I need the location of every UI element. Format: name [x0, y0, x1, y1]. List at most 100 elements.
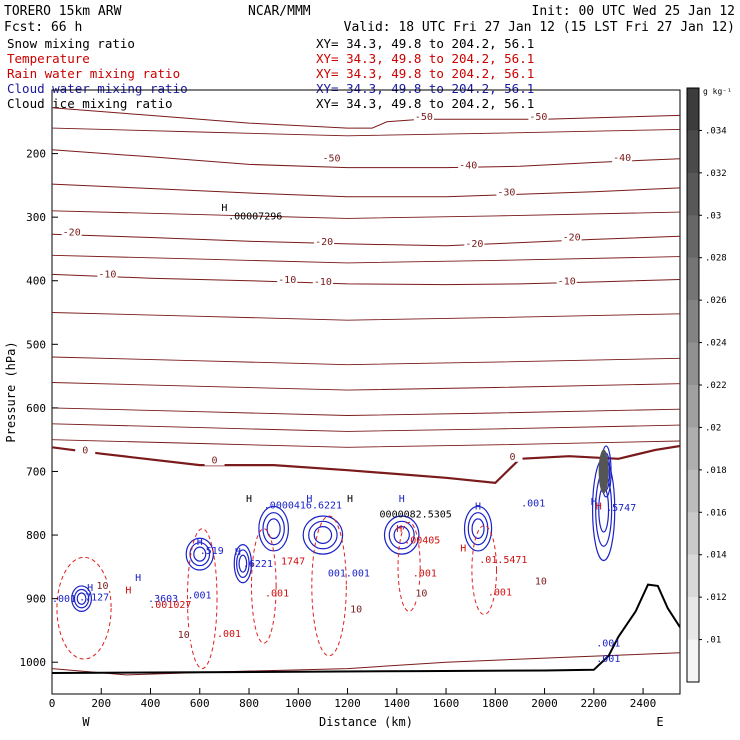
temperature-label: 10	[96, 581, 108, 592]
rain-label: .001	[488, 587, 512, 598]
colorbar-cell	[687, 554, 699, 598]
x-tick-label: 2000	[531, 697, 558, 710]
temperature-label-bg	[97, 268, 118, 280]
colorbar-unit: g kg⁻¹	[703, 87, 732, 96]
cloud-water-contour	[383, 515, 420, 555]
temperature-label: 10	[350, 604, 362, 615]
cloud-water-label: .7127	[79, 593, 109, 604]
temperature-label-bg	[346, 603, 367, 615]
temperature-label-bg	[61, 226, 82, 238]
rain-label: .001	[413, 568, 437, 579]
temperature-label-bg	[411, 587, 432, 599]
cloud-water-contour	[189, 542, 211, 567]
high-marker: H	[246, 494, 252, 505]
rain-label: .001	[265, 589, 289, 600]
colorbar-tick-label: .03	[705, 211, 721, 221]
temperature-isotherm	[52, 423, 680, 432]
temperature-label: -50	[322, 154, 340, 165]
rain-contour	[56, 556, 112, 660]
y-tick-label: 300	[26, 211, 46, 224]
field-xy: XY= 34.3, 49.8 to 204.2, 56.1	[316, 66, 534, 81]
colorbar-tick-label: .012	[705, 593, 727, 603]
field-xy: XY= 34.3, 49.8 to 204.2, 56.1	[316, 81, 534, 96]
y-axis-label: Pressure (hPa)	[4, 341, 18, 442]
colorbar: .034 .032 .03 .028 .026 .024 .022 .02 .018 .016 .0…	[686, 87, 727, 683]
x-tick-label: 2400	[630, 697, 657, 710]
high-marker: H	[221, 203, 227, 214]
cloud-water-contour	[388, 520, 415, 550]
temperature-label-bg	[204, 454, 225, 466]
x-tick-label: 400	[141, 697, 161, 710]
colorbar-cell	[687, 639, 699, 683]
temperature-label-bg	[612, 151, 633, 163]
x-tick-label: 1600	[433, 697, 460, 710]
colorbar-tick-label: .034	[705, 126, 727, 136]
colorbar-tick-label: .032	[705, 169, 727, 179]
temperature-label: 10	[415, 588, 427, 599]
temperature-isotherm	[52, 356, 680, 366]
field-name: Temperature	[7, 51, 90, 66]
rain-label: .001	[217, 629, 241, 640]
colorbar-cell	[687, 300, 699, 344]
temperature-label-bg	[277, 274, 298, 286]
high-marker: H	[347, 494, 353, 505]
plot-area: -50 -50 -50 -40 -40 -30 -20 -20 -20 -20 -10 -10 -10 -…	[52, 107, 680, 676]
cloud-water-contour	[262, 512, 285, 546]
high-marker: H	[125, 586, 131, 597]
temperature-label: -20	[465, 239, 483, 250]
forecast-hour: Fcst: 66 h	[4, 20, 82, 35]
cloud-water-contour	[233, 543, 253, 584]
center-name: NCAR/MMM	[248, 4, 311, 19]
colorbar-cell	[687, 88, 699, 131]
field-name: Rain water mixing ratio	[7, 66, 180, 81]
cloud-water-label: .001	[521, 498, 545, 509]
rain-label: .001027	[149, 600, 191, 611]
high-marker: H	[460, 544, 466, 555]
x-tick-label: 200	[91, 697, 111, 710]
temperature-label: -10	[98, 269, 116, 280]
colorbar-tick-label: .01	[705, 636, 721, 646]
colorbar-tick-label: .028	[705, 254, 727, 264]
temperature-contour--40	[52, 149, 680, 169]
temperature-label-bg	[502, 450, 523, 462]
cloud-water-contour	[76, 592, 87, 605]
x-tick-label: 600	[190, 697, 210, 710]
temperature-label: -10	[314, 277, 332, 288]
x-tick-label: 1200	[334, 697, 361, 710]
high-marker: H	[197, 537, 203, 548]
rain-contour	[397, 521, 421, 612]
x-tick-label: 1400	[384, 697, 411, 710]
x-tick-label: 2200	[581, 697, 608, 710]
colorbar-tick-label: .02	[705, 423, 721, 433]
x-tick-label: 1800	[482, 697, 509, 710]
colorbar-tick-label: .026	[705, 296, 727, 306]
rain-label: .01.5471	[479, 555, 527, 566]
surface-pressure-line	[52, 583, 680, 674]
rain-label: .00405	[404, 535, 440, 546]
temperature-label-bg	[173, 628, 194, 640]
x-axis-label: Distance (km)	[319, 715, 413, 729]
y-tick-label: 700	[26, 465, 46, 478]
x-tick-label: 0	[49, 697, 56, 710]
x-tick-label: 800	[239, 697, 259, 710]
colorbar-tick-label: .016	[705, 508, 727, 518]
snow-label: .00007296	[228, 212, 282, 223]
snow-label: 0000082.5305	[380, 509, 452, 520]
temperature-label: 10	[535, 576, 547, 587]
colorbar-tick-label: .024	[705, 339, 727, 349]
temperature-label-bg	[561, 231, 582, 243]
field-name: Snow mixing ratio	[7, 36, 135, 51]
cloud-water-contour	[393, 526, 410, 545]
y-tick-label: 200	[26, 148, 46, 161]
temperature-label-bg	[92, 579, 113, 591]
temperature-label: -50	[529, 112, 547, 123]
temperature-label-bg	[321, 152, 342, 164]
rain-contour	[186, 528, 218, 670]
temperature-label: 0	[212, 456, 218, 467]
temperature-label: -20	[63, 227, 81, 238]
temperature-label-bg	[312, 275, 333, 287]
y-tick-label: 400	[26, 275, 46, 288]
colorbar-cell	[687, 469, 699, 513]
